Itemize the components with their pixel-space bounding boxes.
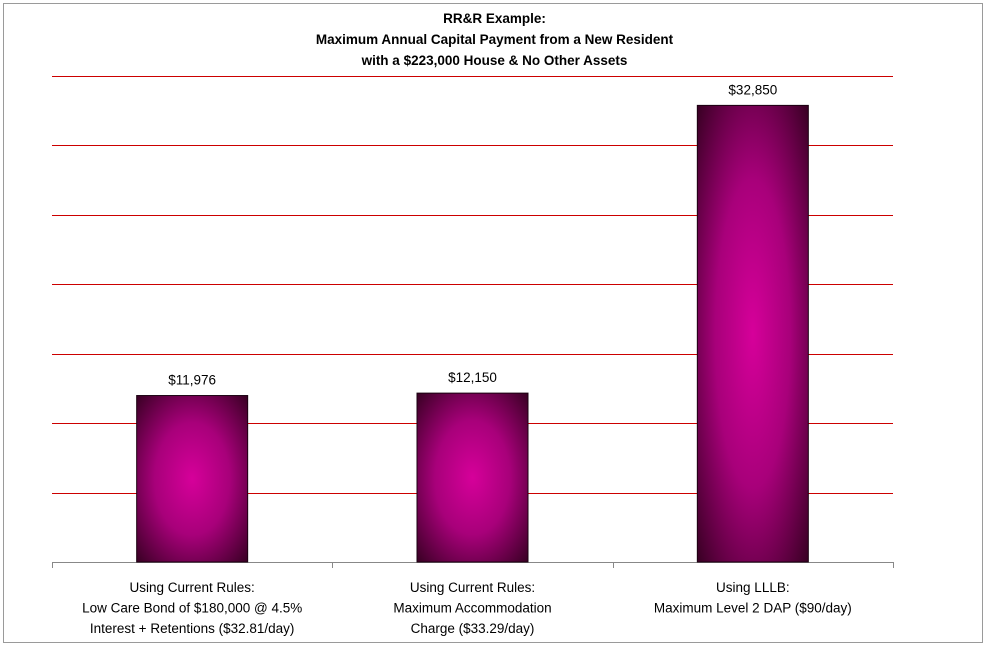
bar <box>696 104 809 563</box>
category-label: Interest + Retentions ($32.81/day) <box>90 621 295 636</box>
category-label: Maximum Accommodation <box>393 601 551 616</box>
category-label: Using Current Rules: <box>130 580 255 595</box>
chart-title-line-3: with a $223,000 House & No Other Assets <box>361 53 628 68</box>
category-label: Charge ($33.29/day) <box>411 621 535 636</box>
bar <box>416 392 529 563</box>
data-label: $11,976 <box>168 373 216 388</box>
category-label: Using Current Rules: <box>410 580 535 595</box>
data-label: $32,850 <box>728 82 777 97</box>
chart-title-line-1: RR&R Example: <box>443 11 546 26</box>
bar <box>136 395 249 563</box>
category-label: Maximum Level 2 DAP ($90/day) <box>654 601 852 616</box>
chart-title: RR&R Example: Maximum Annual Capital Pay… <box>0 8 989 71</box>
data-label: $12,150 <box>448 370 497 385</box>
chart-title-line-2: Maximum Annual Capital Payment from a Ne… <box>315 32 674 47</box>
category-label: Low Care Bond of $180,000 @ 4.5% <box>82 601 302 616</box>
category-label: Using LLLB: <box>716 580 790 595</box>
